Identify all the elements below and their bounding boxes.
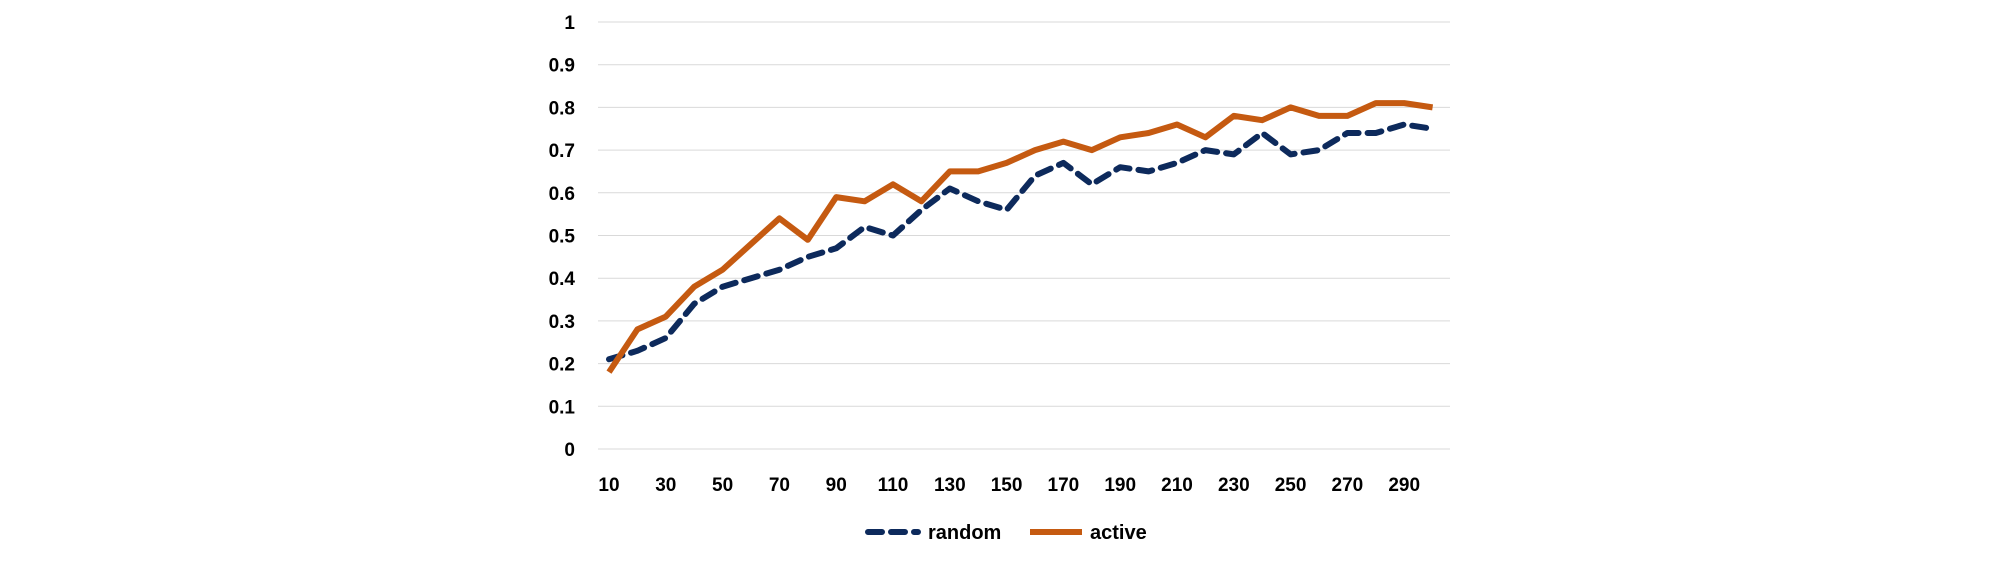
- x-tick-label: 130: [934, 475, 966, 496]
- x-tick-label: 210: [1161, 475, 1193, 496]
- x-tick-label: 10: [598, 475, 619, 496]
- x-tick-label: 290: [1388, 475, 1420, 496]
- y-tick-label: 0.9: [549, 56, 575, 77]
- x-tick-label: 110: [878, 475, 909, 496]
- x-tick-label: 150: [991, 475, 1023, 496]
- legend-label-random: random: [928, 522, 1001, 544]
- x-tick-label: 190: [1104, 475, 1136, 496]
- legend-label-active: active: [1090, 522, 1147, 544]
- y-tick-label: 0.5: [549, 227, 576, 248]
- y-tick-label: 0.2: [549, 355, 575, 376]
- x-tick-label: 250: [1275, 475, 1307, 496]
- y-tick-label: 0.8: [549, 98, 575, 119]
- x-tick-label: 70: [769, 475, 790, 496]
- x-tick-label: 230: [1218, 475, 1250, 496]
- y-tick-label: 0.1: [549, 397, 576, 418]
- y-tick-label: 0.3: [549, 312, 575, 333]
- x-tick-label: 270: [1332, 475, 1364, 496]
- y-tick-label: 0.4: [549, 269, 576, 290]
- gridlines: [598, 21, 1450, 450]
- y-tick-label: 1: [564, 13, 575, 34]
- x-tick-label: 90: [826, 475, 847, 496]
- y-tick-label: 0.6: [549, 184, 575, 205]
- x-tick-label: 170: [1048, 475, 1080, 496]
- y-axis-ticks: 0 0.1 0.2 0.3 0.4 0.5 0.6 0.7 0.8 0.9 1: [549, 13, 576, 461]
- x-tick-label: 50: [712, 475, 733, 496]
- series-lines: [606, 100, 1436, 374]
- y-tick-label: 0.7: [549, 141, 575, 162]
- x-axis-ticks: 10 30 50 70 90 110 130 150 170 190 210 230 250 270 290: [598, 475, 1420, 496]
- x-tick-label: 30: [655, 475, 676, 496]
- series-line-active: [606, 100, 1434, 374]
- legend: random active: [865, 522, 1147, 544]
- y-tick-label: 0: [564, 440, 575, 461]
- series-line-random: [606, 121, 1436, 363]
